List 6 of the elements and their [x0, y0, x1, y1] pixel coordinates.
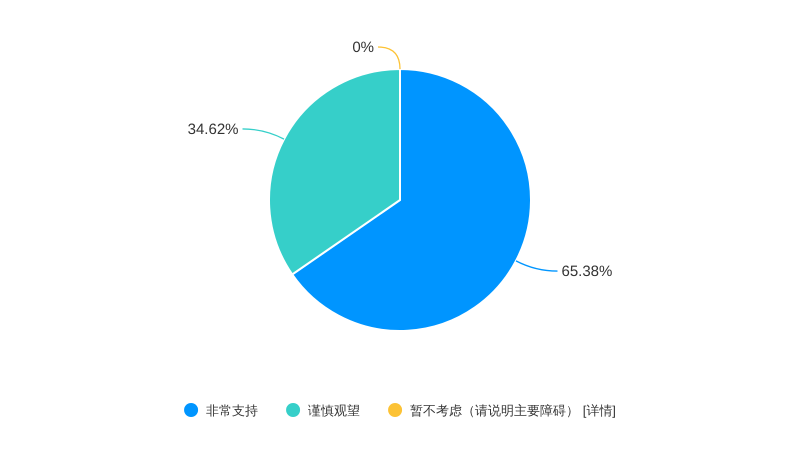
text: 0% — [352, 39, 374, 56]
data-label: 34.62% — [188, 120, 239, 138]
legend-label: 非常支持 — [206, 403, 258, 418]
legend-label: 谨慎观望 — [308, 403, 360, 418]
data-label: 65.38% — [561, 263, 612, 280]
legend-label: 暂不考虑（请说明主要障碍） [详情] — [410, 403, 616, 418]
